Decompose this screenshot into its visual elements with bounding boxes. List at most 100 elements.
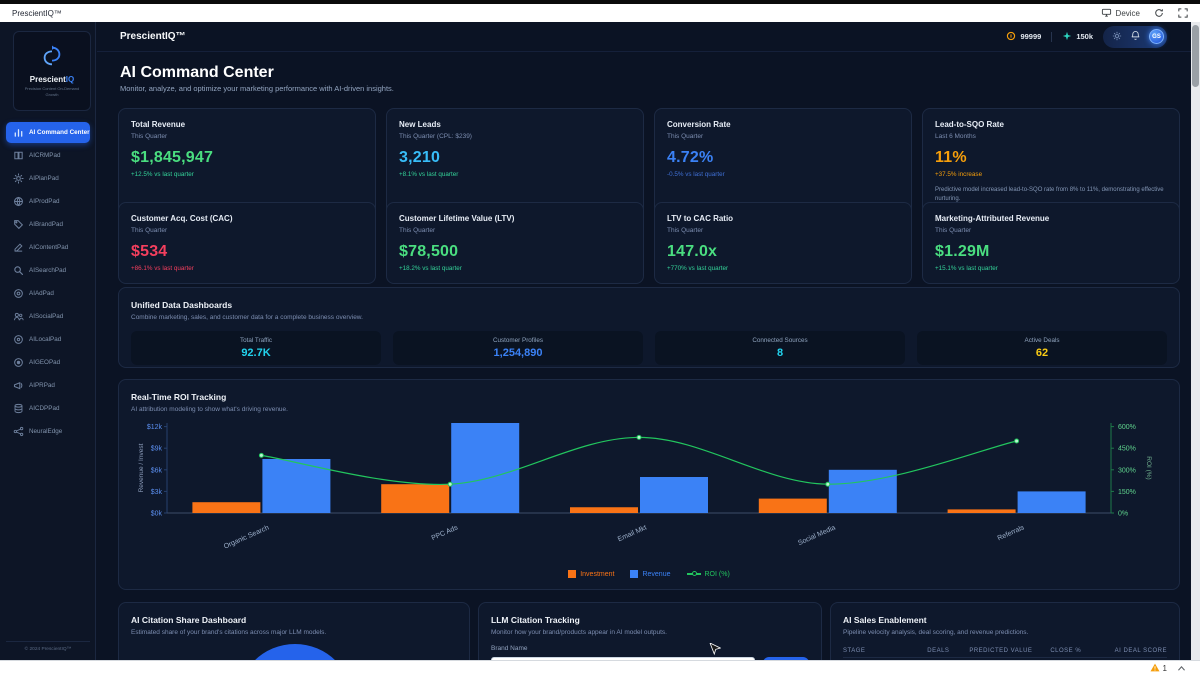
sidebar-item-aisearchpad[interactable]: AISearchPad xyxy=(6,260,90,281)
sidebar-item-neuraledge[interactable]: NeuralEdge xyxy=(6,421,90,442)
coin-icon xyxy=(1006,31,1016,43)
kpi-value: $1.29M xyxy=(935,243,990,260)
status-strip: 1 xyxy=(0,660,1200,675)
tab-title: PrescientIQ™ xyxy=(12,8,62,18)
sidebar-item-aiadpad[interactable]: AIAdPad xyxy=(6,283,90,304)
tag-icon xyxy=(13,219,24,230)
sidebar-footer: © 2024 PrescientIQ™ xyxy=(6,641,90,652)
sidebar-item-aicrmpad[interactable]: AICRMPad xyxy=(6,145,90,166)
logo-tagline: Precision Content On-Demand Growth xyxy=(24,86,80,97)
sidebar-item-ai-command-center[interactable]: AI Command Center xyxy=(6,122,90,143)
device-icon xyxy=(1101,7,1112,20)
warning-triangle-icon xyxy=(1150,663,1160,674)
legend-item-investment: Investment xyxy=(568,570,614,578)
svg-text:150%: 150% xyxy=(1118,489,1136,496)
sidebar-item-aiprpad[interactable]: AIPRPad xyxy=(6,375,90,396)
globe-icon xyxy=(13,196,24,207)
kpi-card-ltv: Customer Lifetime Value (LTV) This Quart… xyxy=(386,202,644,284)
kpi-value: $78,500 xyxy=(399,243,459,260)
kpi-value: $534 xyxy=(131,243,168,260)
kpi-card-cac: Customer Acq. Cost (CAC) This Quarter $5… xyxy=(118,202,376,284)
scrollbar-thumb[interactable] xyxy=(1192,25,1199,87)
sidebar-item-aicdppad[interactable]: AICDPPad xyxy=(6,398,90,419)
stat-total-traffic: Total Traffic 92.7K xyxy=(131,331,381,365)
legend-item-revenue: Revenue xyxy=(630,570,671,578)
kpi-value: 4.72% xyxy=(667,149,714,166)
svg-text:$12k: $12k xyxy=(147,424,163,431)
unified-stats: Total Traffic 92.7K Customer Profiles 1,… xyxy=(131,331,1167,365)
svg-text:Revenue / Invest: Revenue / Invest xyxy=(138,443,145,492)
bar-chart-icon xyxy=(13,127,24,138)
bell-icon[interactable] xyxy=(1130,28,1141,46)
map-pin-icon xyxy=(13,334,24,345)
stat-connected-sources: Connected Sources 8 xyxy=(655,331,905,365)
roi-chart: $0k $3k $6k $9k $12k 0% 150% 300% 450% 600% Revenu… xyxy=(131,417,1167,568)
unified-data-panel: Unified Data Dashboards Combine marketin… xyxy=(118,287,1180,368)
svg-text:Organic Search: Organic Search xyxy=(223,524,270,550)
sidebar-item-aibrandpad[interactable]: AIBrandPad xyxy=(6,214,90,235)
sidebar-item-ailocalpad[interactable]: AILocalPad xyxy=(6,329,90,350)
kpi-delta: +18.2% vs last quarter xyxy=(399,265,462,272)
browser-toolbar: PrescientIQ™ Device xyxy=(0,4,1200,22)
kpi-card-ltv-cac-ratio: LTV to CAC Ratio This Quarter 147.0x +77… xyxy=(654,202,912,284)
kpi-delta: +37.5% increase xyxy=(935,171,983,178)
device-toolbar-button[interactable]: Device xyxy=(1101,7,1140,20)
fullscreen-button[interactable] xyxy=(1178,8,1188,18)
kpi-card-marketing-attributed-revenue: Marketing-Attributed Revenue This Quarte… xyxy=(922,202,1180,284)
svg-text:Email Mkt: Email Mkt xyxy=(617,524,648,543)
book-icon xyxy=(13,150,24,161)
refresh-button[interactable] xyxy=(1154,8,1164,18)
logo-card: PrescientIQ Precision Content On-Demand … xyxy=(13,31,91,111)
page-subtitle: Monitor, analyze, and optimize your mark… xyxy=(120,84,394,93)
roi-chart-panel: Real-Time ROI Tracking AI attribution mo… xyxy=(118,379,1180,590)
warning-badge[interactable]: 1 xyxy=(1150,663,1167,674)
sidebar-nav: AI Command Center AICRMPad AIPlanPad AIP… xyxy=(6,122,90,442)
kpi-card-total-revenue: Total Revenue This Quarter $1,845,947 +1… xyxy=(118,108,376,216)
sidebar-item-aiprodpad[interactable]: AIProdPad xyxy=(6,191,90,212)
header-user-pill: GS xyxy=(1103,25,1167,48)
theme-sun-icon[interactable] xyxy=(1112,28,1122,46)
kpi-delta: +8.1% vs last quarter xyxy=(399,171,459,178)
kpi-card-lead-to-sqo: Lead-to-SQO Rate Last 6 Months 11% +37.5… xyxy=(922,108,1180,216)
kpi-delta: +770% vs last quarter xyxy=(667,265,729,272)
network-icon xyxy=(13,426,24,437)
kpi-delta: -0.5% vs last quarter xyxy=(667,171,725,178)
stat-customer-profiles: Customer Profiles 1,254,890 xyxy=(393,331,643,365)
kpi-value: 147.0x xyxy=(667,243,718,260)
target-icon xyxy=(13,288,24,299)
search-icon xyxy=(13,265,24,276)
lightbulb-icon xyxy=(13,173,24,184)
geo-pin-icon xyxy=(13,357,24,368)
sales-table-header: STAGE DEALS PREDICTED VALUE CLOSE % AI D… xyxy=(843,645,1167,658)
sidebar-item-aisocialpad[interactable]: AISocialPad xyxy=(6,306,90,327)
kpi-delta: +12.5% vs last quarter xyxy=(131,171,194,178)
sidebar-item-aiplanpad[interactable]: AIPlanPad xyxy=(6,168,90,189)
coins-counter: 99999 xyxy=(1006,31,1041,43)
kpi-delta: +15.1% vs last quarter xyxy=(935,265,998,272)
sidebar: PrescientIQ Precision Content On-Demand … xyxy=(0,22,96,660)
app-brand: PrescientIQ™ xyxy=(120,31,186,42)
svg-text:0%: 0% xyxy=(1118,511,1128,518)
spark-icon xyxy=(1062,31,1072,43)
legend-item-roi-: ROI (%) xyxy=(686,571,730,578)
kpi-row-2: Customer Acq. Cost (CAC) This Quarter $5… xyxy=(118,202,1180,284)
svg-text:$0k: $0k xyxy=(151,511,163,518)
logo-wordmark: PrescientIQ xyxy=(29,75,75,85)
svg-text:450%: 450% xyxy=(1118,446,1136,453)
svg-text:$6k: $6k xyxy=(151,467,163,474)
edit-icon xyxy=(13,242,24,253)
avatar[interactable]: GS xyxy=(1149,29,1164,44)
collapse-chevron[interactable] xyxy=(1177,659,1186,675)
energy-counter: 150k xyxy=(1062,31,1093,43)
kpi-card-conversion-rate: Conversion Rate This Quarter 4.72% -0.5%… xyxy=(654,108,912,216)
svg-text:ROI (%): ROI (%) xyxy=(1145,456,1152,479)
users-icon xyxy=(13,311,24,322)
app-header: PrescientIQ™ 99999 150k GS xyxy=(97,22,1191,52)
sidebar-item-aicontentpad[interactable]: AIContentPad xyxy=(6,237,90,258)
browser-scrollbar[interactable] xyxy=(1191,22,1200,660)
chart-legend: Investment Revenue ROI (%) xyxy=(131,570,1167,578)
sidebar-item-aigeopad[interactable]: AIGEOPad xyxy=(6,352,90,373)
kpi-row-1: Total Revenue This Quarter $1,845,947 +1… xyxy=(118,108,1180,216)
kpi-value: 3,210 xyxy=(399,149,441,166)
